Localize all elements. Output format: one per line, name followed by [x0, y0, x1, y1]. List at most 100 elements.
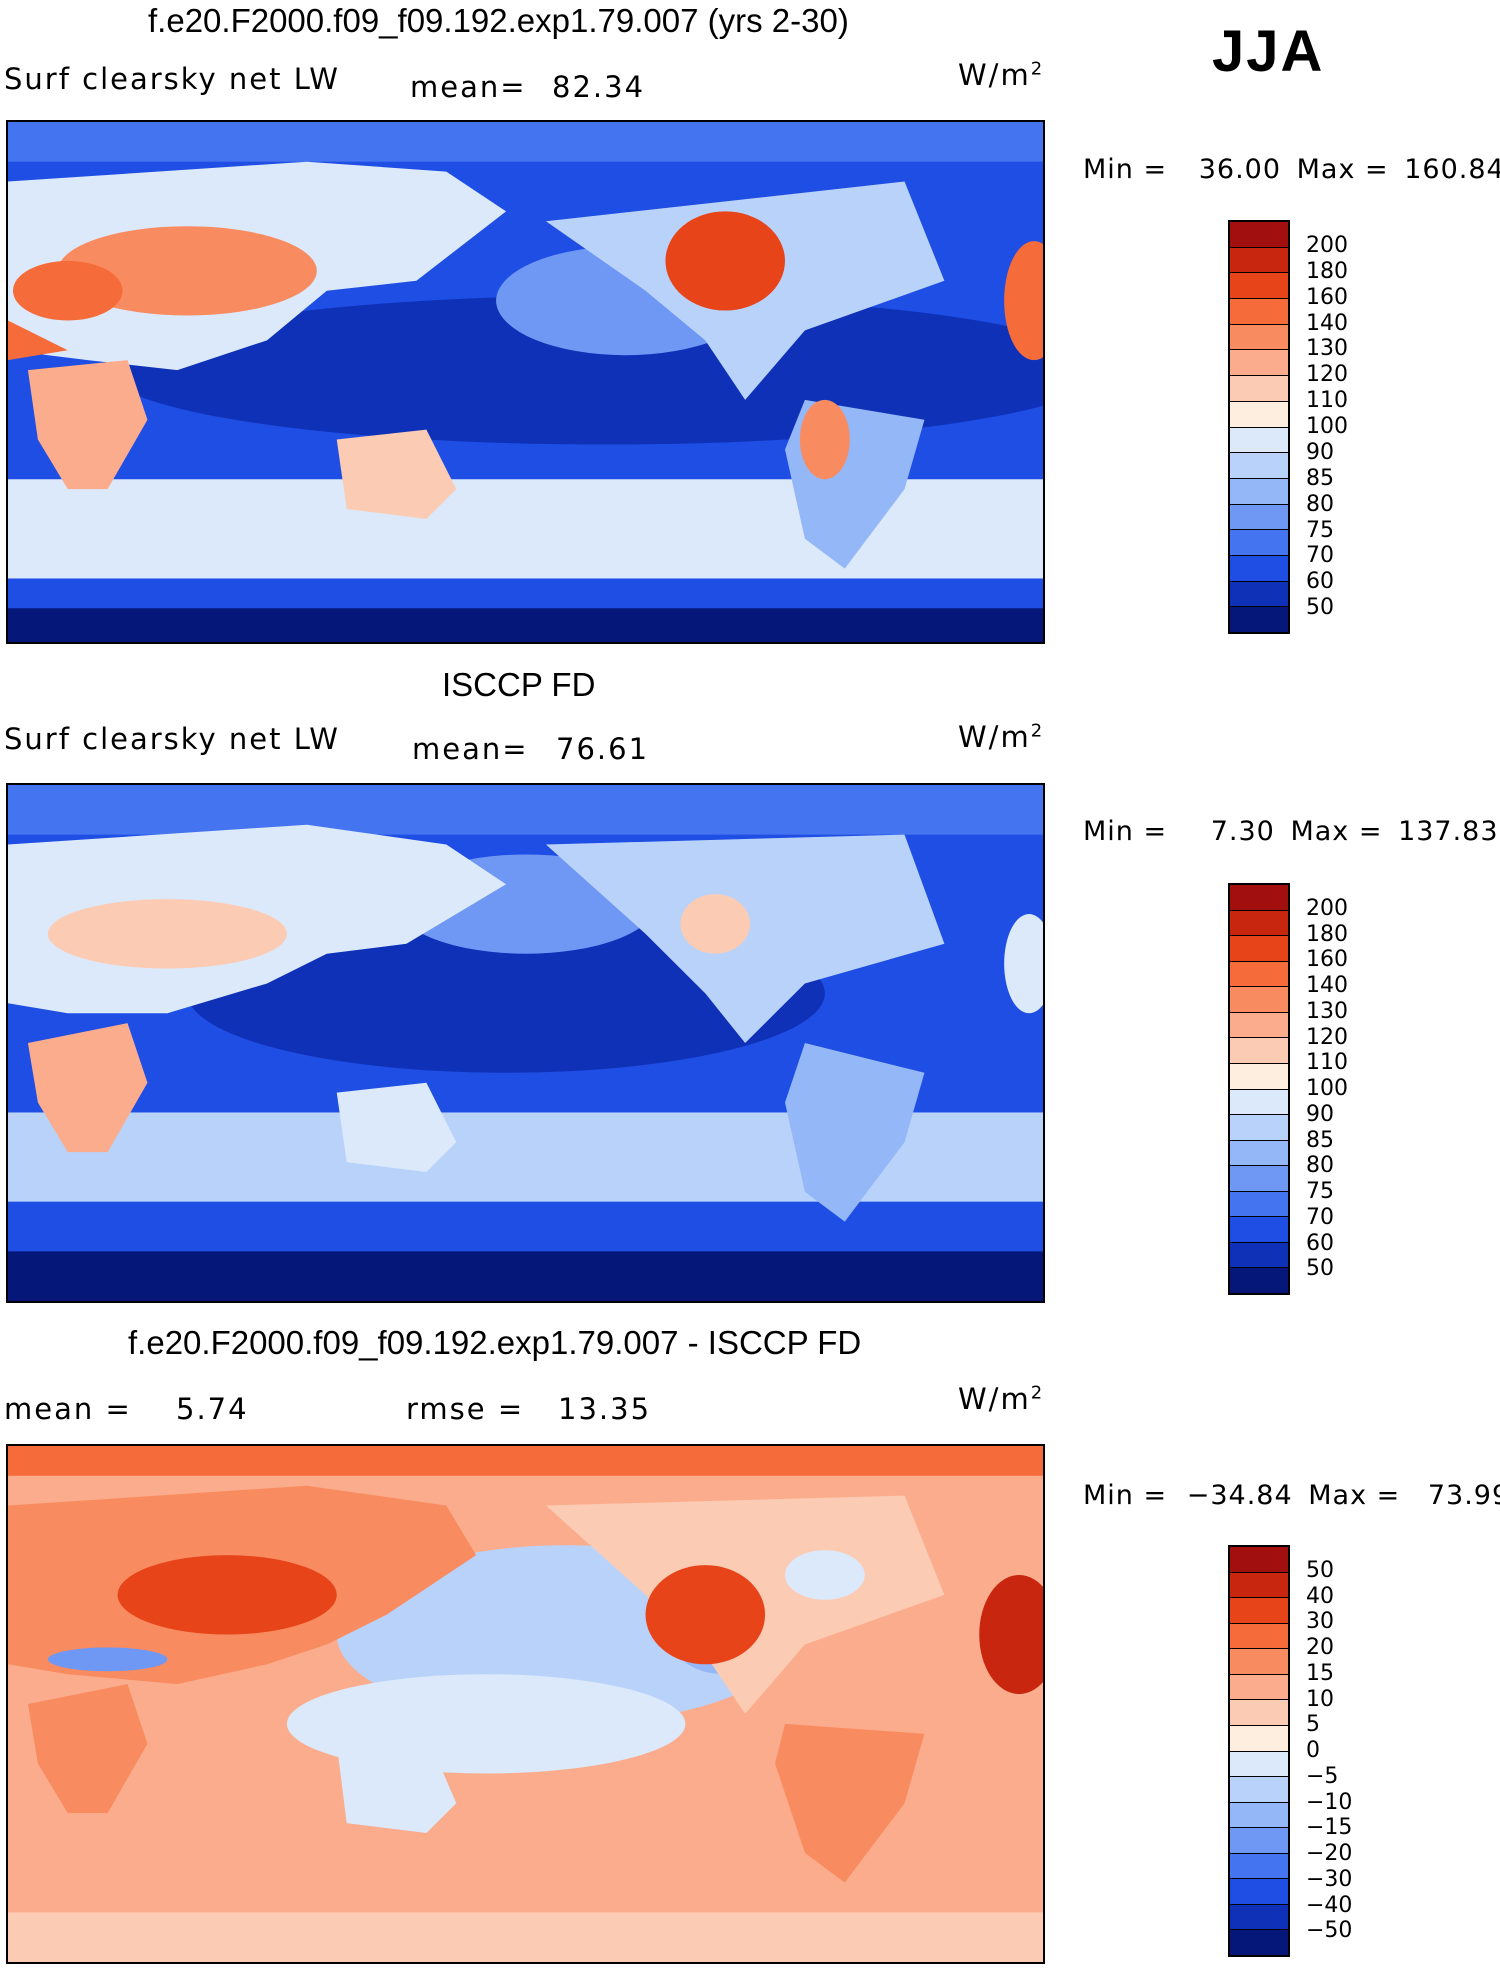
colorbar-tick-label: 180 — [1306, 921, 1348, 947]
panel1-min-value: 36.00 — [1198, 154, 1282, 185]
colorbar-tick-label: 80 — [1306, 1153, 1334, 1179]
colorbar-tick-label: 75 — [1306, 517, 1334, 543]
colorbar-swatch — [1230, 1622, 1288, 1649]
colorbar-swatch — [1230, 909, 1288, 936]
colorbar-swatch — [1230, 580, 1288, 607]
colorbar-tick-label: 5 — [1306, 1712, 1320, 1738]
panel3-max-label: Max = — [1308, 1480, 1401, 1511]
panel1-map-plot — [8, 122, 1043, 642]
panel3-unit: W/m2 — [958, 1382, 1044, 1416]
colorbar-tick-label: 100 — [1306, 414, 1348, 439]
panel1-unit: W/m2 — [958, 58, 1044, 92]
colorbar-swatch — [1230, 935, 1288, 961]
colorbar-swatch — [1230, 426, 1288, 453]
unit-superscript: 2 — [1030, 720, 1045, 742]
panel2-minmax: Min = 7.30 Max = 137.83 — [1083, 816, 1499, 847]
unit-text: W/m — [958, 1382, 1031, 1416]
colorbar-swatch — [1230, 1878, 1288, 1904]
panel2-mean-value: 76.61 — [556, 732, 650, 766]
panel3-map — [6, 1444, 1045, 1964]
colorbar-tick-label: 15 — [1306, 1660, 1334, 1686]
panel2-min-label: Min = — [1083, 816, 1168, 847]
colorbar-tick-label: 120 — [1306, 362, 1348, 388]
colorbar-tick-label: 40 — [1306, 1583, 1334, 1609]
colorbar-tick-label: 85 — [1306, 465, 1334, 491]
unit-superscript: 2 — [1030, 58, 1045, 80]
colorbar-swatch — [1230, 1139, 1288, 1166]
panel3-rmse-value: 13.35 — [558, 1392, 652, 1426]
colorbar-swatch — [1230, 554, 1288, 581]
unit-superscript: 2 — [1030, 1382, 1045, 1404]
colorbar-tick-label: 140 — [1306, 973, 1348, 998]
panel2-variable: Surf clearsky net LW — [4, 722, 340, 756]
colorbar-tick-label: 60 — [1306, 569, 1334, 595]
panel3-min-label: Min = — [1083, 1480, 1168, 1511]
colorbar-tick-label: 110 — [1306, 388, 1348, 414]
colorbar-tick-label: 110 — [1306, 1050, 1348, 1076]
panel3-mean-label: mean = — [4, 1392, 132, 1426]
colorbar-swatch — [1230, 1267, 1288, 1293]
colorbar-swatch — [1230, 1088, 1288, 1115]
colorbar-swatch — [1230, 477, 1288, 504]
colorbar-swatch — [1230, 400, 1288, 427]
colorbar-swatch — [1230, 1929, 1288, 1955]
colorbar-tick-label: 90 — [1306, 439, 1334, 465]
panel1-colorbar — [1228, 220, 1290, 634]
panel1-mean-value: 82.34 — [552, 70, 646, 104]
colorbar-tick-label: 180 — [1306, 258, 1348, 284]
panel2-unit: W/m2 — [958, 720, 1044, 754]
colorbar-swatch — [1230, 606, 1288, 632]
colorbar-swatch — [1230, 960, 1288, 987]
colorbar-swatch — [1230, 1750, 1288, 1777]
colorbar-swatch — [1230, 1852, 1288, 1879]
panel3-minmax: Min = −34.84 Max = 73.99 — [1083, 1480, 1500, 1511]
colorbar-tick-label: −15 — [1306, 1815, 1353, 1841]
colorbar-swatch — [1230, 1037, 1288, 1063]
colorbar-swatch — [1230, 272, 1288, 299]
colorbar-tick-label: −20 — [1306, 1841, 1353, 1866]
panel1-title: f.e20.F2000.f09_f09.192.exp1.79.007 (yrs… — [148, 2, 849, 39]
colorbar-swatch — [1230, 323, 1288, 350]
colorbar-swatch — [1230, 349, 1288, 376]
colorbar-swatch — [1230, 1547, 1288, 1572]
colorbar-swatch — [1230, 503, 1288, 530]
panel2-min-value: 7.30 — [1210, 816, 1275, 847]
colorbar-swatch — [1230, 1597, 1288, 1623]
colorbar-swatch — [1230, 1114, 1288, 1140]
colorbar-tick-label: 90 — [1306, 1101, 1334, 1127]
panel3-colorbar — [1228, 1545, 1290, 1957]
colorbar-tick-label: 160 — [1306, 947, 1348, 973]
colorbar-tick-label: −5 — [1306, 1763, 1339, 1789]
unit-text: W/m — [958, 720, 1031, 754]
panel3-title: f.e20.F2000.f09_f09.192.exp1.79.007 - IS… — [128, 1324, 862, 1361]
colorbar-swatch — [1230, 1801, 1288, 1828]
colorbar-swatch — [1230, 1648, 1288, 1674]
colorbar-swatch — [1230, 885, 1288, 910]
colorbar-swatch — [1230, 1827, 1288, 1853]
panel1-max-value: 160.84 — [1404, 154, 1500, 185]
panel3-max-value: 73.99 — [1427, 1480, 1500, 1511]
colorbar-tick-label: 100 — [1306, 1076, 1348, 1101]
colorbar-tick-label: 20 — [1306, 1635, 1334, 1660]
colorbar-tick-label: 130 — [1306, 336, 1348, 362]
colorbar-tick-label: 85 — [1306, 1127, 1334, 1153]
colorbar-tick-label: 130 — [1306, 998, 1348, 1024]
colorbar-swatch — [1230, 1571, 1288, 1598]
panel1-map — [6, 120, 1045, 644]
panel1-max-label: Max = — [1296, 154, 1389, 185]
panel1-mean-label: mean= — [410, 70, 527, 104]
panel3-map-plot — [8, 1446, 1043, 1962]
panel3-rmse-label: rmse = — [406, 1392, 525, 1426]
panel1-min-label: Min = — [1083, 154, 1168, 185]
colorbar-swatch — [1230, 246, 1288, 273]
panel3-min-value: −34.84 — [1186, 1480, 1293, 1511]
colorbar-swatch — [1230, 529, 1288, 555]
colorbar-swatch — [1230, 1903, 1288, 1930]
colorbar-swatch — [1230, 1776, 1288, 1802]
colorbar-tick-label: 200 — [1306, 895, 1348, 921]
panel2-mean-label: mean= — [412, 732, 529, 766]
colorbar-tick-label: 75 — [1306, 1179, 1334, 1204]
panel1-variable: Surf clearsky net LW — [4, 62, 340, 96]
colorbar-swatch — [1230, 1724, 1288, 1751]
colorbar-tick-label: 160 — [1306, 284, 1348, 310]
